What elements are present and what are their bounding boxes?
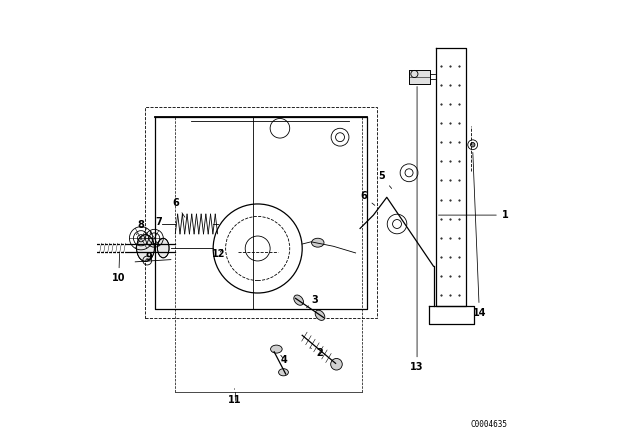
Text: 5: 5 (378, 172, 392, 189)
Text: 13: 13 (410, 86, 424, 372)
Ellipse shape (315, 310, 325, 320)
Ellipse shape (278, 369, 289, 376)
Bar (409, 69, 431, 84)
Text: 14: 14 (472, 152, 486, 318)
Bar (409, 69, 431, 84)
Bar (145, 108, 376, 319)
Ellipse shape (312, 238, 324, 247)
Text: 12: 12 (212, 249, 225, 259)
Text: C0004635: C0004635 (470, 420, 508, 429)
Text: 1: 1 (438, 210, 509, 220)
Text: 4: 4 (281, 355, 288, 365)
Text: 8: 8 (136, 220, 145, 235)
Text: 6: 6 (172, 198, 185, 217)
Ellipse shape (294, 295, 303, 305)
Text: 3: 3 (307, 295, 318, 308)
Text: 2: 2 (310, 348, 323, 358)
Text: 11: 11 (228, 389, 241, 405)
Text: 7: 7 (150, 217, 162, 234)
Ellipse shape (136, 235, 154, 261)
Text: 9: 9 (145, 251, 152, 262)
Circle shape (331, 358, 342, 370)
Ellipse shape (271, 345, 282, 353)
Ellipse shape (157, 238, 169, 258)
Text: 10: 10 (112, 254, 125, 283)
Circle shape (470, 142, 475, 147)
Text: 6: 6 (360, 191, 375, 205)
